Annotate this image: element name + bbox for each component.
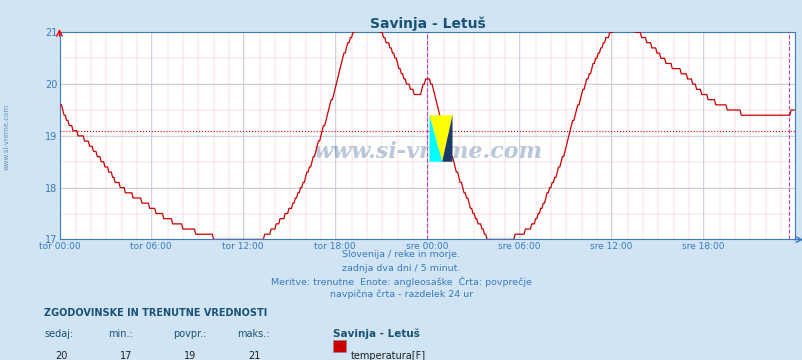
Text: 19: 19 <box>184 351 196 360</box>
Text: zadnja dva dni / 5 minut.: zadnja dva dni / 5 minut. <box>342 264 460 273</box>
Text: temperatura[F]: temperatura[F] <box>350 351 426 360</box>
Polygon shape <box>429 115 442 162</box>
Text: min.:: min.: <box>108 329 133 339</box>
Polygon shape <box>442 115 452 162</box>
Text: 20: 20 <box>55 351 68 360</box>
Text: maks.:: maks.: <box>237 329 269 339</box>
Title: Savinja - Letuš: Savinja - Letuš <box>369 17 485 31</box>
Text: ZGODOVINSKE IN TRENUTNE VREDNOSTI: ZGODOVINSKE IN TRENUTNE VREDNOSTI <box>44 308 267 318</box>
Text: Meritve: trenutne  Enote: angleosaške  Črta: povprečje: Meritve: trenutne Enote: angleosaške Črt… <box>271 277 531 287</box>
Polygon shape <box>429 115 452 162</box>
Text: navpična črta - razdelek 24 ur: navpična črta - razdelek 24 ur <box>330 289 472 299</box>
Text: sedaj:: sedaj: <box>44 329 73 339</box>
Text: Slovenija / reke in morje.: Slovenija / reke in morje. <box>342 250 460 259</box>
Text: 17: 17 <box>119 351 132 360</box>
Text: 21: 21 <box>248 351 261 360</box>
Text: www.si-vreme.com: www.si-vreme.com <box>313 141 541 163</box>
Text: Savinja - Letuš: Savinja - Letuš <box>333 329 419 339</box>
Text: povpr.:: povpr.: <box>172 329 206 339</box>
Text: www.si-vreme.com: www.si-vreme.com <box>3 104 10 170</box>
